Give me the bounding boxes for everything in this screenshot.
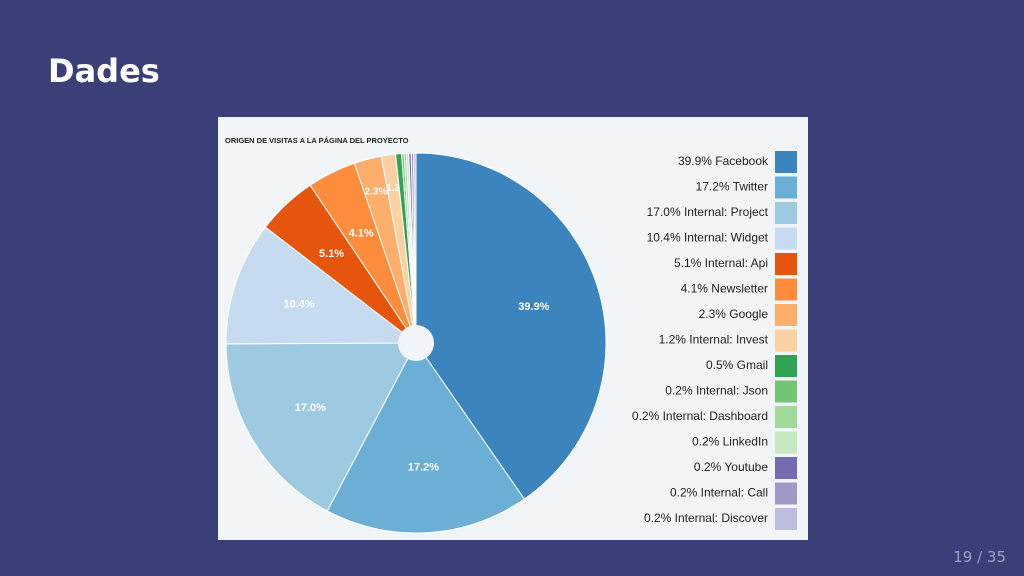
legend-swatch [775, 457, 797, 479]
legend-swatch [775, 176, 797, 199]
legend-swatch [775, 304, 797, 326]
pie-slice [225, 342, 417, 512]
legend-label: 2.3% Google [699, 307, 769, 321]
legend-label: 17.0% Internal: Project [647, 205, 769, 219]
legend-swatch [775, 380, 797, 403]
legend-label: 39.9% Facebook [678, 154, 769, 168]
slice-label: 1.2 [386, 183, 400, 194]
pie-chart: ORIGEN DE VISITAS A LA PÁGINA DEL PROYEC… [225, 136, 797, 534]
pie-slice [413, 152, 417, 344]
pie-center-hole [398, 325, 434, 361]
legend-swatch [775, 482, 797, 505]
slice-label: 4.1% [349, 227, 374, 239]
slice-label: 17.0% [295, 402, 326, 414]
page-total: 35 [986, 548, 1006, 566]
page-separator: / [977, 548, 983, 566]
legend-label: 17.2% Twitter [696, 180, 768, 194]
page-counter: 19 / 35 [953, 548, 1006, 566]
legend-swatch [775, 508, 797, 530]
legend-swatch [775, 329, 797, 352]
legend: 39.9% Facebook 17.2% Twitter 17.0% Interna… [632, 151, 797, 530]
legend-label: 0.2% Internal: Dashboard [632, 409, 768, 423]
legend-label: 5.1% Internal: Api [674, 256, 768, 270]
slice-label: 17.2% [408, 461, 439, 473]
legend-label: 0.2% Youtube [694, 460, 768, 474]
slide-title: Dades [48, 52, 160, 90]
pie-slice [415, 152, 607, 500]
legend-label: 0.2% Internal: Call [670, 486, 768, 500]
slice-label: 10.4% [283, 298, 314, 310]
legend-label: 0.5% Gmail [706, 358, 768, 372]
legend-label: 0.2% Internal: Discover [644, 511, 768, 525]
legend-swatch [775, 406, 797, 428]
pie-slice [326, 342, 526, 534]
legend-swatch [775, 431, 797, 454]
pie-slices [225, 152, 607, 534]
legend-swatch [775, 253, 797, 275]
legend-label: 1.2% Internal: Invest [659, 333, 769, 347]
legend-swatch [775, 278, 797, 301]
legend-label: 0.2% Internal: Json [665, 384, 768, 398]
slice-label: 39.9% [518, 301, 549, 313]
slice-labels: 39.9% 17.2% 17.0% 10.4% 5.1% 4.1% 2.3%1.2 [283, 183, 549, 473]
page-current: 19 [953, 548, 973, 566]
legend-swatch [775, 151, 797, 173]
legend-label: 10.4% Internal: Widget [647, 231, 769, 245]
legend-swatch [775, 202, 797, 224]
legend-label: 4.1% Newsletter [681, 282, 768, 296]
legend-label: 0.2% LinkedIn [692, 435, 768, 449]
chart-panel: ORIGEN DE VISITAS A LA PÁGINA DEL PROYEC… [218, 117, 808, 540]
legend-swatch [775, 355, 797, 377]
pie-slice [225, 226, 418, 345]
slice-label: 2.3% [364, 186, 387, 197]
slice-label: 5.1% [319, 248, 344, 260]
legend-swatch [775, 227, 797, 250]
chart-title: ORIGEN DE VISITAS A LA PÁGINA DEL PROYEC… [225, 136, 409, 145]
